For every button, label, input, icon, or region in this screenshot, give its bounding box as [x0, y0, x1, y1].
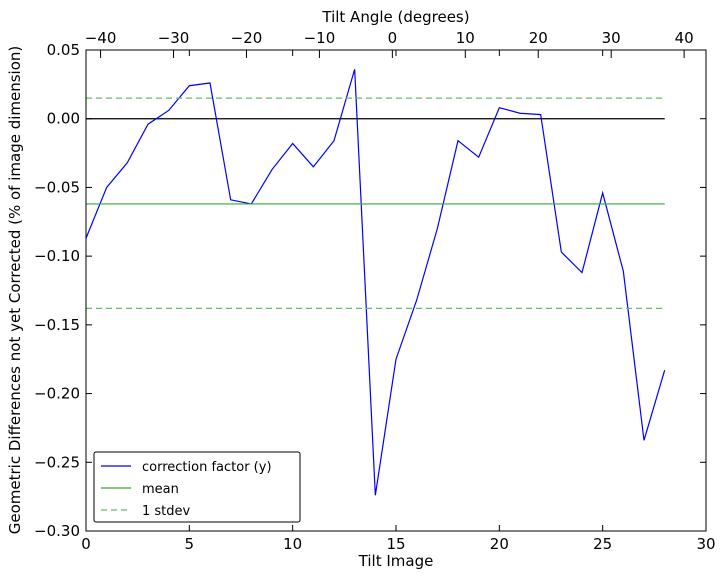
x2-tick-label: −20: [231, 29, 263, 47]
x-tick-label: 25: [593, 535, 612, 553]
x-tick-label: 30: [696, 535, 715, 553]
x2-tick-label: −40: [85, 29, 117, 47]
axis-ticks: [85, 49, 707, 532]
x-axis-title: Tilt Image: [358, 552, 434, 570]
x2-tick-label: −30: [158, 29, 190, 47]
x-tick-label: 20: [490, 535, 509, 553]
y-axis-title: Geometric Differences not yet Corrected …: [6, 46, 24, 535]
legend-label-1-stdev: 1 stdev: [142, 504, 191, 519]
y-tick-label: 0.00: [47, 110, 80, 128]
series-lines: [85, 69, 666, 496]
y-tick-label: −0.10: [34, 247, 80, 265]
x-tick-label: 5: [185, 535, 195, 553]
x2-axis-title: Tilt Angle (degrees): [321, 8, 469, 26]
x2-tick-label: −10: [304, 29, 336, 47]
x2-tick-label: 0: [388, 29, 398, 47]
y-tick-label: −0.05: [34, 178, 80, 196]
y-tick-label: −0.25: [34, 453, 80, 471]
y-tick-label: 0.05: [47, 41, 80, 59]
x-tick-label: 15: [386, 535, 405, 553]
x2-tick-label: 40: [675, 29, 694, 47]
legend-label-mean: mean: [142, 482, 179, 497]
x2-tick-label: 10: [456, 29, 475, 47]
y-tick-label: −0.20: [34, 385, 80, 403]
legend-box: [93, 451, 301, 523]
y-tick-label: −0.30: [34, 522, 80, 540]
x-tick-label: 10: [283, 535, 302, 553]
x-tick-label: 0: [81, 535, 91, 553]
x2-tick-label: 30: [602, 29, 621, 47]
y-tick-label: −0.15: [34, 316, 80, 334]
tick-labels: 0 5 10 15 20 25 30 0.05 0.00 −0.05 −0.10 −0.15 −0.20…: [34, 29, 716, 553]
legend: correction factor (y) mean 1 stdev: [93, 451, 301, 523]
legend-label-correction-factor: correction factor (y): [142, 460, 272, 475]
series-line-0: [85, 69, 666, 496]
plot-frame: [85, 49, 707, 532]
plot-area: [86, 50, 706, 531]
x2-tick-label: 20: [529, 29, 548, 47]
